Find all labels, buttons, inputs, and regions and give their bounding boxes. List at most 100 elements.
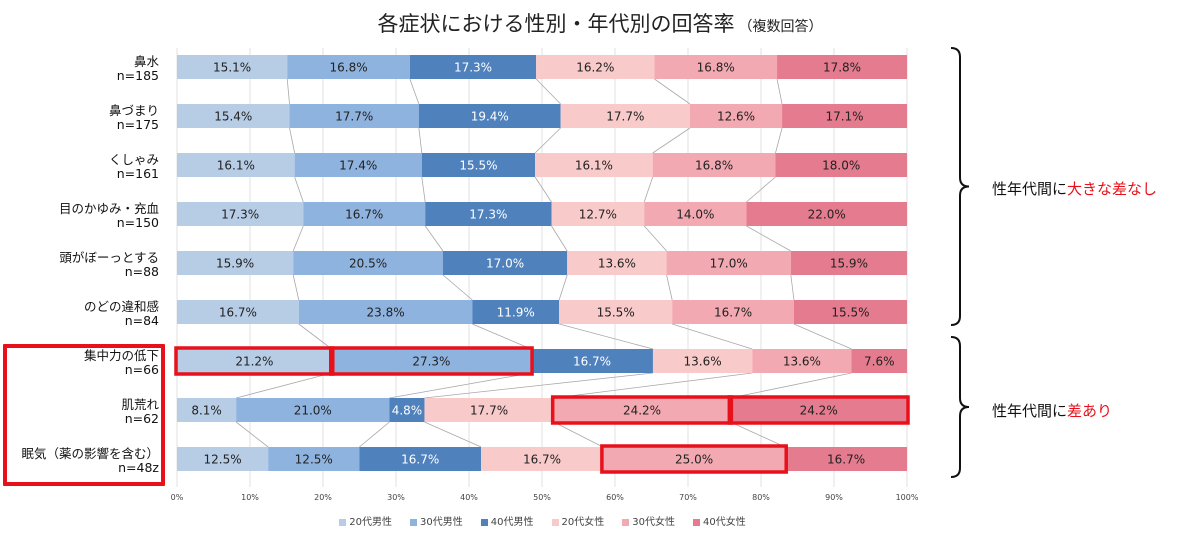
bar-label: 18.0% [822,159,860,173]
bar-label: 16.7% [827,453,865,467]
bar-label: 22.0% [808,208,846,222]
annotation-difference: 性年代間に差あり [992,400,1112,421]
bar-segment [425,202,552,226]
bar-label: 17.3% [469,208,507,222]
highlight-frame [174,346,335,376]
bar-segment [177,300,299,324]
bar-label: 13.6% [598,257,636,271]
bar-segment [790,251,907,275]
legend-label: 30代女性 [632,517,675,528]
bar-label: 16.8% [695,159,733,173]
bar-label: 21.2% [235,355,273,369]
connector-line [424,372,654,399]
bar-label: 15.5% [459,159,497,173]
bar-label: 12.7% [579,208,617,222]
category-n-label: n=84 [125,313,159,328]
connector-line [790,274,795,301]
bar-segment [777,55,907,79]
bar-segment [752,349,852,373]
legend-swatch [622,518,630,526]
annotation-no-difference-highlight: 大きな差なし [1067,180,1158,198]
bar-label: 16.7% [401,453,439,467]
bar-label: 8.1% [191,404,222,418]
bar-segment [652,349,753,373]
bar-segment [746,202,907,226]
connector-line [424,421,482,448]
x-tick-label: 40% [460,493,478,502]
bar-label: 17.0% [486,257,524,271]
bar-segment [177,153,295,177]
bar-label: 16.2% [576,61,614,75]
connector-line [553,421,604,448]
bar-label: 12.6% [717,110,755,124]
bar-label: 17.7% [470,404,508,418]
bar-segment [331,349,532,373]
bar-label: 17.8% [823,61,861,75]
bar-segment [536,55,655,79]
bar-segment [294,153,422,177]
legend-item: 20代女性 [551,513,605,528]
connector-line [666,274,673,301]
category-label: 集中力の低下 [84,348,159,363]
bar-segment [418,104,561,128]
bar-segment [177,104,290,128]
x-tick-label: 70% [679,493,697,502]
x-tick-label: 30% [387,493,405,502]
legend-label: 20代男性 [349,517,393,528]
category-n-label: n=88 [125,264,159,279]
bar-label: 11.9% [497,306,535,320]
brace-lower [950,336,970,478]
bar-segment [689,104,783,128]
connector-line [472,323,532,350]
bar-label: 16.8% [329,61,367,75]
annotation-no-difference-prefix: 性年代間に [992,180,1068,198]
bar-label: 16.7% [219,306,257,320]
connector-line [418,127,423,154]
bar-label: 24.2% [623,404,661,418]
x-tick-label: 20% [314,493,332,502]
annotation-no-difference: 性年代間に大きな差なし [992,178,1157,199]
legend-swatch [551,518,559,526]
bar-label: 20.5% [349,257,387,271]
legend-label: 20代女性 [561,517,605,528]
chart-title: 各症状における性別・年代別の回答率 （複数回答） [0,8,1200,38]
category-n-label: n=62 [125,411,159,426]
connector-line [652,127,691,154]
bar-label: 13.6% [783,355,821,369]
connector-line [534,127,561,154]
x-tick-label: 60% [606,493,624,502]
bar-label: 15.5% [831,306,869,320]
connector-line [236,372,332,399]
connector-line [654,78,691,105]
bar-segment [775,153,907,177]
bar-label: 16.7% [714,306,752,320]
bar-label: 16.7% [523,453,561,467]
bar-segment [409,55,537,79]
connector-line [672,323,753,350]
bar-label: 13.6% [684,355,722,369]
category-label: 鼻づまり [109,103,159,118]
bar-segment [666,251,791,275]
bar-label: 17.3% [454,61,492,75]
category-n-label: n=150 [117,215,159,230]
bar-segment [177,251,294,275]
connector-line [746,225,792,252]
bar-segment [359,447,482,471]
legend-label: 40代女性 [702,517,746,528]
bar-segment [652,153,776,177]
connector-line [553,372,753,399]
bar-segment [602,447,786,471]
bar-label: 25.0% [675,453,713,467]
bar-segment [389,398,425,422]
bar-label: 7.6% [864,355,895,369]
connector-line [442,274,473,301]
x-tick-label: 50% [533,493,551,502]
bar-segment [298,300,473,324]
bar-segment [472,300,560,324]
bar-label: 12.5% [295,453,333,467]
connector-line [359,421,390,448]
connector-line [535,78,561,105]
bar-label: 19.4% [471,110,509,124]
category-label: 目のかゆみ・充血 [59,201,159,216]
